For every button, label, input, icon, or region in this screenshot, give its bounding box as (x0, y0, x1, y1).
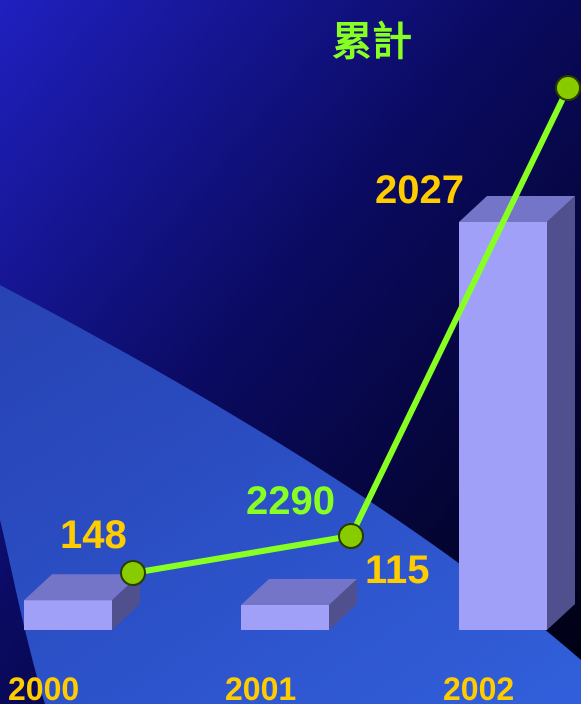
category-label: 2000 (8, 671, 79, 704)
category-label: 2002 (443, 671, 514, 704)
bar-front (24, 600, 112, 630)
bar-top (241, 579, 357, 605)
bar-2001 (241, 579, 357, 630)
cumulative-point (120, 560, 146, 586)
bars-layer (24, 196, 575, 630)
bar-side (329, 579, 357, 630)
bar-2002 (459, 196, 575, 630)
bar-side (112, 574, 140, 630)
value-label: 148 (60, 513, 127, 557)
value-label: 2027 (375, 168, 464, 212)
cumulative-line-layer (120, 75, 581, 586)
cumulative-point (555, 75, 581, 101)
labels-layer: 148 2000 115 2001 2027 2002 2290 (8, 168, 514, 704)
bar-front (241, 605, 329, 630)
value-label: 115 (365, 548, 430, 592)
cumulative-point (338, 523, 364, 549)
bar-2000 (24, 574, 140, 630)
bar-top (459, 196, 575, 222)
light-beam (0, 285, 581, 704)
bar-front (459, 222, 547, 630)
cumulative-label: 累計 (332, 20, 412, 64)
cumulative-value-label: 2290 (246, 479, 335, 523)
bar-top (24, 574, 140, 601)
bar-side (547, 196, 575, 630)
category-label: 2001 (225, 671, 296, 704)
